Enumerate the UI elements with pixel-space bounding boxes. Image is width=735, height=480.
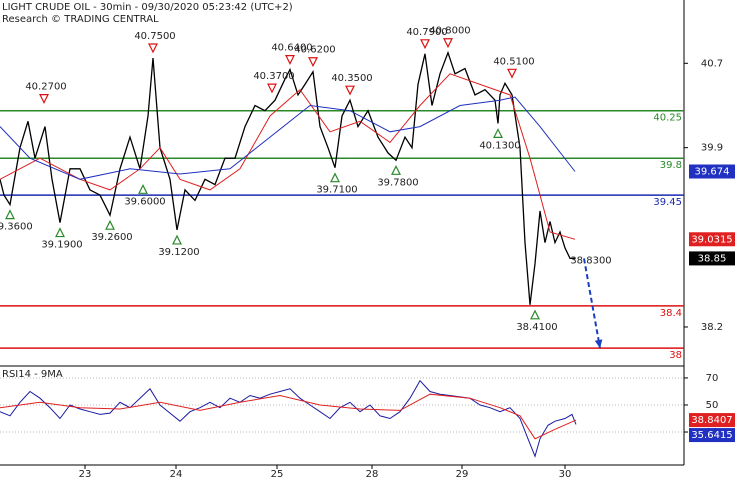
low-marker [105,219,115,230]
plot-area [0,377,684,458]
value-box-label: 38.85 [698,253,727,264]
high-label: 40.6200 [294,45,335,56]
x-tick-label: 23 [79,469,92,480]
high-marker [443,38,453,49]
low-label: 39.1900 [41,240,82,251]
arrow-head [594,339,603,349]
high-marker [308,57,318,68]
x-tick-label: 25 [271,469,284,480]
high-label: 40.5100 [493,56,534,67]
rsi-title: RSI14 - 9MA [2,369,63,380]
y-tick-label: 39.9 [701,143,723,154]
series-line [0,50,575,305]
high-label: 40.3500 [331,73,372,84]
value-box [689,251,735,266]
low-label: 39.6000 [124,196,165,207]
high-marker [148,43,158,54]
series-line [0,96,576,180]
level-label: 38.4 [660,308,682,319]
low-marker [5,209,15,220]
high-label: 40.7900 [406,27,447,38]
high-label: 40.3700 [253,71,294,82]
target-label: 38.8300 [570,256,611,267]
chart-title: LIGHT CRUDE OIL - 30min - 09/30/2020 05:… [2,2,293,13]
y-tick-label: 70 [706,373,719,384]
value-box [689,232,735,247]
level-label: 39.45 [653,197,682,208]
x-tick-label: 24 [170,469,183,480]
low-label: 39.2600 [91,232,132,243]
low-label: 40.1300 [479,140,520,151]
high-marker [507,68,517,79]
low-marker [493,128,503,139]
series-line [0,393,577,440]
low-label: 38.4100 [516,322,557,333]
low-marker [55,227,65,238]
high-marker [345,85,355,96]
level-label: 39.8 [660,160,682,171]
value-box-label: 39.0315 [691,234,732,245]
high-marker [420,39,430,50]
x-tick-label: 28 [366,469,379,480]
high-label: 40.6400 [271,43,312,54]
low-marker [138,183,148,194]
value-box-label: 39.674 [695,167,730,178]
high-marker [39,94,49,104]
x-tick-label: 30 [559,469,572,480]
series-line [0,379,577,458]
low-marker [391,164,401,175]
high-label: 40.2700 [25,82,66,93]
high-marker [285,55,295,65]
y-tick-label: 50 [706,400,719,411]
level-label: 40.25 [653,113,682,124]
plot-area [0,50,684,349]
low-marker [530,309,540,320]
low-label: 39.7100 [316,185,357,196]
high-label: 40.7500 [134,31,175,42]
projection-arrow [583,258,601,349]
value-box-label: 38.8407 [691,415,732,426]
y-tick-label: 38.2 [701,322,723,333]
low-label: 39.3600 [0,222,33,233]
value-box [689,428,735,443]
low-label: 39.7800 [377,177,418,188]
low-marker [172,234,182,245]
level-label: 38 [669,350,682,361]
chart-subtitle: Research © TRADING CENTRAL [2,14,159,25]
value-box [689,164,735,179]
low-marker [330,172,340,183]
high-marker [267,83,277,94]
low-label: 39.1200 [158,247,199,258]
value-box-label: 35.6415 [691,430,732,441]
x-tick-label: 29 [456,469,469,480]
series-line [0,73,576,240]
value-box [689,413,735,428]
y-tick-label: 40.7 [701,58,723,69]
high-label: 40.8000 [429,26,470,37]
